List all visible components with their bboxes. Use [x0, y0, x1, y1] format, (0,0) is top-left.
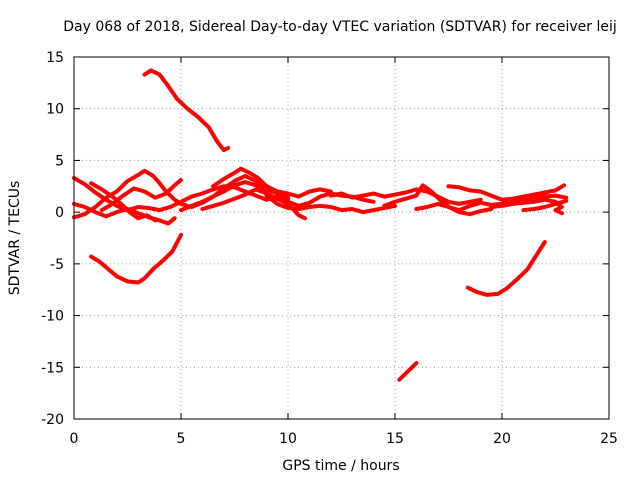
series-track-isolated — [397, 361, 419, 382]
x-tick-label: 5 — [177, 431, 186, 447]
series-track-band-i — [264, 193, 397, 215]
y-tick-label: -15 — [41, 360, 64, 376]
y-tick-label: -20 — [41, 412, 64, 428]
y-tick-label: -10 — [41, 309, 64, 325]
series-track-band-o — [521, 198, 569, 213]
x-tick-label: 25 — [600, 431, 618, 447]
plot-frame — [73, 56, 610, 420]
series-track-evening-dip — [465, 240, 547, 297]
y-tick-label: 5 — [55, 153, 64, 169]
series-track-band-l — [414, 193, 569, 213]
data-series-layer — [72, 68, 569, 382]
x-tick-label: 0 — [70, 431, 79, 447]
series-track-band-h — [211, 166, 333, 199]
series-track-band-e — [99, 178, 183, 213]
y-tick-label: 15 — [46, 50, 64, 66]
x-tick-label: 15 — [386, 431, 404, 447]
y-tick-label: 0 — [55, 205, 64, 221]
series-track-morning-dip — [89, 232, 183, 285]
series-track-high-arc — [142, 68, 231, 153]
series-track-band-n — [489, 197, 564, 216]
tick-labels: 0 5 10 15 20 25 -20 -15 -10 -5 0 5 10 15 — [41, 50, 618, 447]
series-track-band-j — [328, 187, 483, 206]
x-axis-label: GPS time / hours — [282, 458, 399, 474]
axis-ticks — [73, 56, 610, 420]
y-tick-label: -5 — [50, 257, 64, 273]
series-track-band-m — [446, 183, 567, 202]
y-tick-label: 10 — [46, 102, 64, 118]
series-track-band-d — [89, 181, 158, 223]
x-tick-label: 20 — [493, 431, 511, 447]
chart-title: Day 068 of 2018, Sidereal Day-to-day VTE… — [63, 19, 617, 35]
series-track-band-k — [382, 183, 494, 217]
y-axis-label: SDTVAR / TECUs — [7, 181, 23, 296]
x-tick-label: 10 — [279, 431, 297, 447]
series-track-band-b — [72, 168, 290, 220]
